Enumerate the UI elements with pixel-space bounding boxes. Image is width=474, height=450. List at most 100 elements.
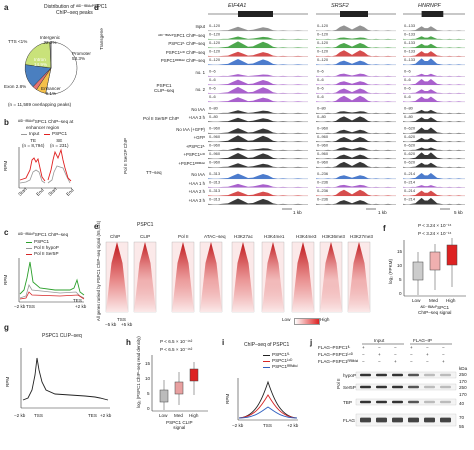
- slice-label-intron: Intron 14.9%: [34, 57, 48, 67]
- col-h3k4me1: H3K4me1: [264, 234, 285, 239]
- legend-swatch-ser5p: [26, 254, 32, 255]
- heatmap-column-3: [171, 241, 195, 313]
- legend-pspc1: PSPC1: [52, 131, 68, 136]
- band-3-3: [392, 400, 403, 404]
- pie-title-line2: ChIP–seq peaks: [56, 10, 93, 16]
- svg-text:0–6: 0–6: [404, 94, 411, 99]
- gene-hnrnpf: HNRNPF: [418, 3, 441, 9]
- svg-text:0–120: 0–120: [209, 32, 221, 37]
- band-4-2: [376, 417, 387, 423]
- kda-unit: kDa: [459, 366, 468, 371]
- svg-text:0–313: 0–313: [209, 197, 221, 202]
- svg-text:0–960: 0–960: [209, 126, 221, 131]
- band-2-3: [392, 385, 403, 389]
- y-axis-label: All genes ranked by PSPC1 ChIP–seq signa…: [96, 220, 101, 321]
- row-rrm: FLAG–PSPC1ᴿᴿᴹᵈᵉˡ: [318, 359, 359, 364]
- svg-text:0–960: 0–960: [209, 160, 221, 165]
- panel-letter-h: h: [126, 338, 131, 347]
- track-3-col-3: 0–133: [403, 40, 465, 49]
- clip-profile: [22, 357, 109, 401]
- track-14-col-1: 0–960: [208, 143, 308, 151]
- track-10-col-2: 0–80: [316, 106, 396, 114]
- svg-text:0–120: 0–120: [317, 40, 329, 45]
- y-tick-10: 10: [397, 263, 403, 268]
- track-9-col-1: 0–6: [208, 94, 308, 103]
- svg-text:0–6: 0–6: [404, 77, 411, 82]
- row-lcd: FLAG–PSPC1ᴸᶜᴰ: [318, 352, 353, 357]
- track-10-col-3: 0–80: [403, 106, 465, 114]
- clip-boxplot: [151, 355, 208, 412]
- plot-title: ᴬᴵᴰ⁻ᶠᴮᴵᴬᶜᴾSPC1 ChIP–seq: [18, 232, 69, 237]
- panel-letter-j: j: [310, 338, 313, 347]
- group-pol2: Pol II: [336, 378, 341, 389]
- svg-text:0–6: 0–6: [209, 69, 216, 74]
- track-12-col-1: 0–960: [208, 126, 308, 134]
- track-label-6: no. 1: [195, 69, 205, 75]
- box-high: [446, 238, 458, 287]
- y-axis-label: RPM: [5, 376, 10, 387]
- track-label-11: +GFP: [193, 135, 205, 140]
- track-12-col-3: 0–620: [403, 126, 465, 134]
- svg-text:0–960: 0–960: [317, 126, 329, 131]
- x-tick-tss: TSS: [117, 317, 126, 322]
- track-18-col-2: 0–236: [316, 180, 396, 188]
- heatmap-column-1: [105, 241, 129, 313]
- legend-input: Input: [29, 131, 40, 136]
- pm-r3-c2: −: [378, 359, 381, 364]
- track-label-1: Input: [195, 24, 205, 29]
- col-flag-ip: FLAG–IP: [413, 338, 432, 343]
- band-3-5: [424, 400, 435, 404]
- pm-r3-c5: −: [426, 359, 429, 364]
- track-1-col-1: 0–120: [208, 23, 308, 32]
- track-17-col-2: 0–236: [316, 171, 396, 180]
- track-7-col-2: 0–6: [316, 77, 396, 86]
- svg-text:0–960: 0–960: [209, 151, 221, 156]
- track-18-col-1: 0–313: [208, 180, 308, 188]
- pie-chart-promoter-distribution: [24, 41, 78, 95]
- input-line-te: [19, 169, 46, 184]
- x-tick-plus2kb: +2 kb: [287, 423, 299, 428]
- panel-letter-b: b: [4, 118, 9, 127]
- track-15-col-3: 0–620: [403, 151, 465, 160]
- y-tick-15: 15: [397, 249, 403, 254]
- svg-text:0–960: 0–960: [317, 134, 329, 139]
- heatmap-column-5: [231, 241, 255, 313]
- legend-low: Low: [282, 317, 291, 322]
- box-med: [429, 244, 441, 290]
- track-label-13: +PSPC1ᴸᶜᴰ: [183, 152, 205, 157]
- x-tick-low: Low: [159, 413, 168, 418]
- track-3-col-1: 0–120: [208, 40, 308, 49]
- x-tick-minus2kb: −2 kb: [14, 304, 26, 309]
- track-6-col-1: 0–6: [208, 69, 308, 77]
- x-tick-plus5kb: +5 kb: [121, 322, 133, 327]
- p-value-bottom: P < 6.5 × 10⁻¹⁶²: [160, 347, 193, 352]
- svg-text:0–80: 0–80: [317, 106, 327, 111]
- legend-swatch-lcd: [263, 361, 270, 362]
- track-label-4: PSPC1ᴸᶜᴰ ChIP–seq: [165, 49, 205, 55]
- track-7-col-1: 0–6: [208, 77, 308, 86]
- track-4-col-3: 0–133: [403, 49, 465, 57]
- track-label-2: ᴬᴵᴰ⁻ᶠᴮᴵᴬᶜᴾSPC1 ChIP–seq: [158, 32, 205, 38]
- slice-label-enhancer: Enhancer 6.1%: [41, 86, 61, 96]
- svg-text:0–120: 0–120: [209, 40, 221, 45]
- svg-text:0–120: 0–120: [209, 23, 221, 28]
- track-19-col-2: 0–236: [316, 188, 396, 197]
- band-4-5: [424, 417, 435, 423]
- blot-ser5p: Ser5P: [343, 385, 356, 390]
- track-label-3: PSPC1ᶠᴸ ChIP–seq: [168, 41, 205, 46]
- track-9-col-3: 0–6: [403, 94, 465, 103]
- pspc1-rrm-profile: [238, 406, 298, 419]
- svg-text:0–620: 0–620: [404, 151, 416, 156]
- svg-text:0–80: 0–80: [209, 114, 219, 119]
- box-high: [189, 362, 199, 395]
- svg-text:0–6: 0–6: [404, 69, 411, 74]
- legend-fl: PSPC1ᶠᴸ: [272, 352, 290, 357]
- col-pol2: Pol II: [178, 234, 189, 239]
- pie-title-line1: Distribution of ᴬᴵᴰ⁻ᶠᴮᴵᴬᶜᴾSPC1: [44, 4, 108, 10]
- svg-text:0–960: 0–960: [317, 151, 329, 156]
- pspc1-profile: [19, 261, 85, 296]
- legend-rrm: PSPC1ᴿᴿᴹᵈᵉˡ: [272, 364, 298, 369]
- svg-text:0–236: 0–236: [317, 171, 329, 176]
- legend-swatch-pspc1: [44, 134, 50, 135]
- legend-high: High: [320, 317, 330, 322]
